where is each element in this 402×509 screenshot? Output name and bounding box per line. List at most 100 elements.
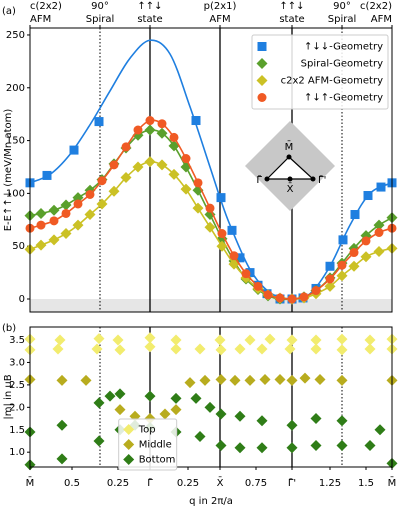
point [234,343,246,355]
point [170,392,182,404]
legend-marker [256,58,268,69]
point [215,344,227,356]
point [214,334,226,346]
top-tick-label: 90° [333,1,351,12]
top-tick-label: AFM [209,14,230,25]
x-tick-label: 1.25 [319,478,341,489]
point [253,281,263,291]
legend: ↑↓↓-Geometry Spiral-Geometry c2x2 AFM-Geom… [251,34,389,110]
point [35,239,47,251]
top-tick-label: AFM [371,14,392,25]
point [133,125,143,135]
point [120,172,132,184]
x-tick-label: 0.5 [64,478,80,489]
y-tick-label: 2.5 [9,380,25,391]
top-tick-label: Spiral [86,14,115,25]
y-tick-label: 100 [6,188,25,199]
point [91,343,103,355]
point [373,245,385,257]
legend-label: ↑↓↑-Geometry [304,93,383,104]
inset-label: X̄ [287,182,294,195]
point [374,227,384,237]
point [338,235,348,245]
point [337,260,347,270]
point [169,132,179,142]
y-tick-label: 150 [6,136,25,147]
point [229,374,241,386]
point [286,442,298,454]
point [373,219,385,231]
x-tick-label: M̄ [26,476,35,489]
point [190,392,202,404]
legend-label: Middle [139,440,172,451]
y-tick-label: 0 [19,294,25,305]
top-tick-label: c(2x2) [360,1,392,12]
point [93,333,105,345]
point [284,343,296,355]
top-tick-label: c(2x2) [30,1,62,12]
y-axis-label: E-E↑↑↓ (meV/Mn atom) [3,109,14,232]
point [216,193,226,203]
x-axis-label: q in 2π/a [189,496,233,507]
y-axis-label: |m| in μB [3,374,14,419]
top-tick-label: state [279,14,304,25]
point [94,117,104,127]
point [145,116,155,126]
plot-frame [29,27,393,313]
point [299,292,309,302]
point [84,209,96,221]
point [336,415,348,427]
point [60,199,72,211]
point [192,202,204,214]
point [324,280,336,292]
point [108,185,120,197]
top-tick-label: Spiral [328,14,357,25]
legend-label: ↑↓↓-Geometry [304,42,383,53]
point [96,198,108,210]
point [194,430,206,442]
y-tick-label: 1.5 [9,425,25,436]
legend-marker [123,424,135,435]
point [97,176,107,186]
point [114,388,126,400]
point [350,210,360,220]
point [364,334,376,346]
point [374,424,386,436]
x-tick-label: Γ̄ [147,478,153,489]
point [286,419,298,431]
point [156,127,168,139]
legend-marker [256,75,268,86]
legend-marker [257,42,267,51]
point [72,192,84,204]
point [256,343,268,355]
point [217,229,227,239]
point [132,161,144,173]
point [170,334,182,346]
inset-label: Γ̄ [256,175,262,186]
point [144,124,156,136]
point [264,333,276,345]
point [56,419,68,431]
point [215,374,227,385]
point [144,332,156,344]
y-tick-label: 2.0 [9,402,25,413]
point [241,269,251,279]
point [244,334,256,346]
top-tick-label: state [137,14,162,25]
point [157,119,167,129]
point [194,343,206,355]
point [205,203,215,213]
legend-box [118,418,178,471]
point [336,344,348,356]
point [204,401,216,413]
point [36,220,46,230]
point [244,374,256,386]
top-tick-label: ↑↑↓ [279,1,304,12]
point [286,334,298,346]
zero-band [30,299,392,312]
point [286,374,298,386]
legend-marker [257,93,267,102]
y-tick-label: 3.5 [9,335,25,346]
x-tick-label: Γ̄' [288,478,296,489]
point [109,160,119,170]
